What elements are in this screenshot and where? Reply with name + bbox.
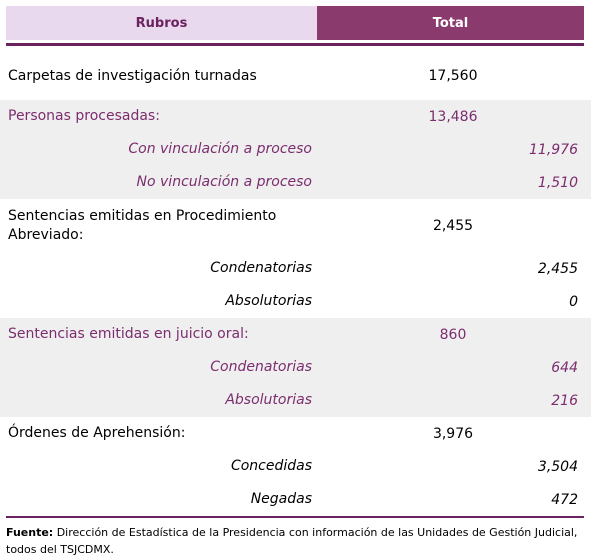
footnote-label: Fuente: <box>6 526 54 539</box>
sub-label: Negadas <box>250 491 312 507</box>
bottom-rule <box>6 516 584 518</box>
main-row: Carpetas de investigación turnadas 17,560 <box>0 52 591 100</box>
row-total: 2,455 <box>432 217 474 234</box>
main-row: Sentencias emitidas en Procedimiento Abr… <box>0 199 591 252</box>
row-label: Carpetas de investigación turnadas <box>8 67 257 84</box>
sub-label: Absolutorias <box>225 293 312 309</box>
main-row: Órdenes de Aprehensión: 3,976 <box>0 417 591 450</box>
row-label: Personas procesadas: <box>8 108 160 124</box>
sub-label: Absolutorias <box>225 392 312 408</box>
sub-value: 2,455 <box>537 260 578 277</box>
row-total: 3,976 <box>432 425 474 442</box>
header-rubros: Rubros <box>6 6 317 40</box>
sub-value: 216 <box>551 392 578 409</box>
row-group: Carpetas de investigación turnadas 17,560 <box>0 52 591 100</box>
sub-row: Absolutorias 0 <box>0 285 591 318</box>
sub-label: Concedidas <box>230 458 312 474</box>
sub-label: Condenatorias <box>210 260 312 276</box>
row-group: Órdenes de Aprehensión: 3,976 Concedidas 3,… <box>0 417 591 516</box>
row-total: 13,486 <box>428 108 478 125</box>
sub-value: 644 <box>551 359 578 376</box>
row-total: 860 <box>439 326 467 343</box>
sub-row: Negadas 472 <box>0 483 591 516</box>
sub-label: No vinculación a proceso <box>136 174 312 190</box>
sub-row: Condenatorias 644 <box>0 351 591 384</box>
table-header: Rubros Total <box>6 6 584 40</box>
sub-value: 472 <box>551 491 578 508</box>
footnote: Fuente: Dirección de Estadística de la P… <box>6 524 586 558</box>
row-total: 17,560 <box>428 68 478 84</box>
header-total: Total <box>317 6 584 40</box>
row-label: Sentencias emitidas en Procedimiento Abr… <box>8 207 277 243</box>
row-label: Órdenes de Aprehensión: <box>8 425 186 441</box>
header-rule <box>6 43 584 46</box>
table-body: Carpetas de investigación turnadas 17,560… <box>0 52 591 516</box>
sub-row: Absolutorias 216 <box>0 384 591 417</box>
main-row: Sentencias emitidas en juicio oral: 860 <box>0 318 591 351</box>
row-group: Sentencias emitidas en Procedimiento Abr… <box>0 199 591 318</box>
sub-value: 11,976 <box>529 141 578 158</box>
row-group: Sentencias emitidas en juicio oral: 860 Co… <box>0 318 591 417</box>
sub-row: Condenatorias 2,455 <box>0 252 591 285</box>
sub-value: 1,510 <box>537 174 578 191</box>
sub-row: Con vinculación a proceso 11,976 <box>0 133 591 166</box>
footnote-text: Dirección de Estadística de la Presidenc… <box>6 526 578 556</box>
sub-label: Con vinculación a proceso <box>128 141 312 157</box>
sub-row: Concedidas 3,504 <box>0 450 591 483</box>
row-label: Sentencias emitidas en juicio oral: <box>8 326 249 342</box>
row-group: Personas procesadas: 13,486 Con vinculació… <box>0 100 591 199</box>
sub-row: No vinculación a proceso 1,510 <box>0 166 591 199</box>
sub-label: Condenatorias <box>210 359 312 375</box>
sub-value: 0 <box>569 293 578 310</box>
main-row: Personas procesadas: 13,486 <box>0 100 591 133</box>
sub-value: 3,504 <box>537 458 578 475</box>
